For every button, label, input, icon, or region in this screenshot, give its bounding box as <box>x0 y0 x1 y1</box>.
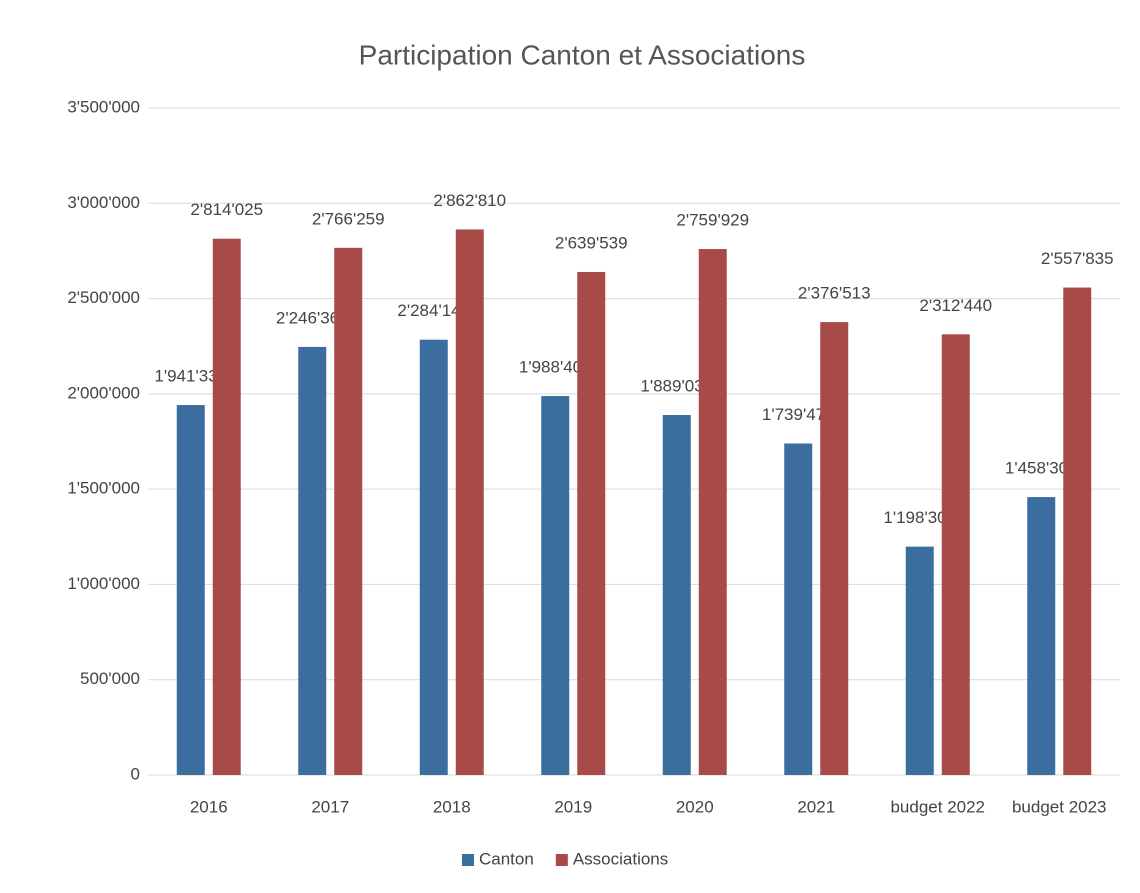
x-tick-label: 2019 <box>554 797 592 816</box>
legend-label: Canton <box>479 849 534 868</box>
x-tick-label: budget 2023 <box>1012 797 1107 816</box>
bar <box>820 322 849 775</box>
y-tick-label: 3'000'000 <box>67 193 140 212</box>
value-label: 2'766'259 <box>312 209 385 228</box>
bar <box>784 443 813 775</box>
x-tick-label: 2018 <box>433 797 471 816</box>
value-label: 2'759'929 <box>676 211 749 230</box>
bar <box>334 247 363 775</box>
value-label: 2'862'810 <box>433 191 506 210</box>
y-tick-label: 1'000'000 <box>67 574 140 593</box>
value-label: 1'198'303 <box>883 508 956 527</box>
y-tick-label: 1'500'000 <box>67 479 140 498</box>
x-tick-label: 2020 <box>676 797 714 816</box>
y-tick-label: 3'500'000 <box>67 97 140 116</box>
legend-swatch <box>555 854 568 866</box>
bar <box>541 396 570 775</box>
bar <box>662 415 691 775</box>
x-tick-label: budget 2022 <box>890 797 985 816</box>
value-label: 1'988'402 <box>519 358 592 377</box>
y-tick-label: 0 <box>131 764 140 783</box>
bar <box>1063 287 1092 775</box>
value-label: 2'814'025 <box>190 200 263 219</box>
value-label: 1'941'333 <box>154 367 227 386</box>
value-label: 2'376'513 <box>798 284 871 303</box>
value-label: 2'246'361 <box>276 308 349 327</box>
bar <box>698 249 727 776</box>
bar <box>298 346 327 775</box>
value-label: 2'312'440 <box>919 296 992 315</box>
x-tick-label: 2017 <box>311 797 349 816</box>
bar <box>212 238 241 775</box>
value-label: 2'639'539 <box>555 233 628 252</box>
y-tick-label: 2'000'000 <box>67 383 140 402</box>
value-label: 1'889'037 <box>640 376 713 395</box>
bar <box>1027 497 1056 775</box>
value-label: 2'284'144 <box>397 301 470 320</box>
bar <box>577 271 606 775</box>
chart-title: Participation Canton et Associations <box>359 39 806 70</box>
y-tick-label: 500'000 <box>80 669 140 688</box>
x-tick-label: 2021 <box>797 797 835 816</box>
legend-label: Associations <box>573 849 668 868</box>
bar <box>455 229 484 776</box>
bar <box>419 339 448 775</box>
x-tick-label: 2016 <box>190 797 228 816</box>
bar <box>941 334 970 775</box>
bar <box>176 405 205 775</box>
value-label: 1'739'470 <box>762 405 835 424</box>
legend-swatch <box>462 854 474 866</box>
y-tick-label: 2'500'000 <box>67 288 140 307</box>
value-label: 1'458'300 <box>1005 459 1078 478</box>
bar <box>905 546 934 775</box>
value-label: 2'557'835 <box>1041 249 1114 268</box>
